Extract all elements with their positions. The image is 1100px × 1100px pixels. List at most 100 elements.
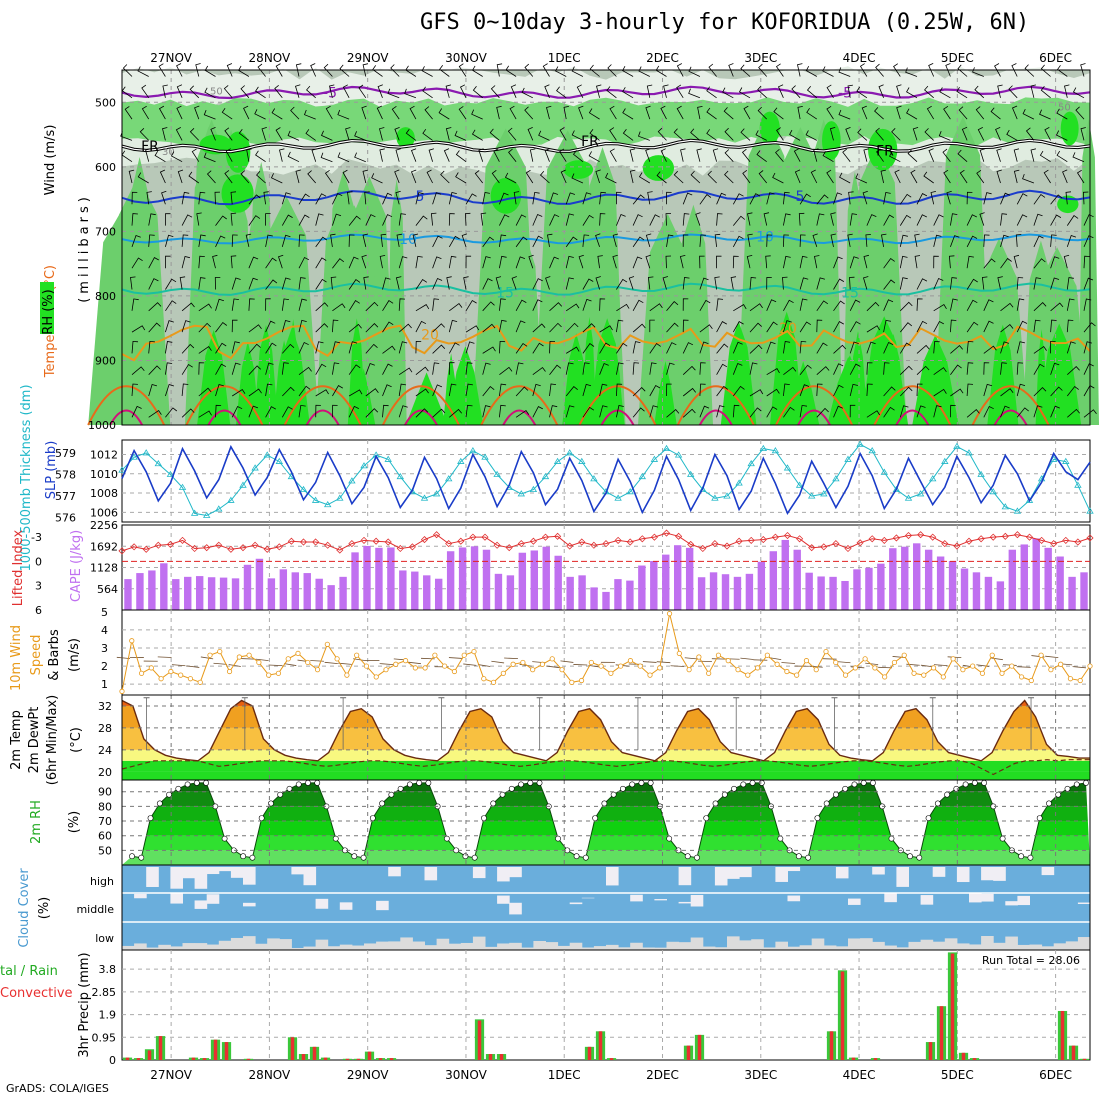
low-cloud-fill bbox=[279, 939, 292, 950]
li-marker bbox=[880, 536, 888, 544]
wind-barb bbox=[933, 388, 947, 397]
wind-barb bbox=[816, 383, 823, 397]
rh2m-marker bbox=[944, 791, 950, 798]
wind-barb bbox=[443, 148, 450, 162]
wind-barb bbox=[231, 388, 246, 397]
rh2m-marker bbox=[351, 853, 358, 860]
wind-barb bbox=[597, 255, 603, 269]
wind-barb bbox=[666, 234, 674, 247]
rh2m-marker bbox=[416, 780, 423, 786]
convective-precip-bar bbox=[224, 1042, 229, 1060]
wind-barb bbox=[799, 321, 812, 333]
low-cloud-fill bbox=[606, 944, 619, 950]
li-marker bbox=[844, 544, 852, 553]
high-cloud-gap bbox=[291, 867, 304, 875]
thickness-marker bbox=[517, 490, 526, 497]
li-marker bbox=[566, 542, 574, 550]
wind-barb bbox=[942, 148, 951, 162]
middle-cloud-gap bbox=[134, 893, 147, 899]
li-marker bbox=[396, 544, 404, 553]
wind-barb bbox=[716, 343, 729, 354]
wind-barb bbox=[549, 322, 562, 333]
wind-barb bbox=[865, 234, 871, 247]
wind-barb bbox=[706, 86, 717, 99]
li-marker bbox=[941, 540, 949, 548]
top-date-label: 6DEC bbox=[1039, 51, 1072, 65]
wind-speed-marker bbox=[696, 654, 702, 660]
wind-speed-marker bbox=[530, 667, 536, 673]
wind-barb bbox=[833, 344, 847, 354]
wind-barb bbox=[571, 173, 584, 184]
wind-barb bbox=[363, 276, 369, 290]
wind-barb bbox=[716, 405, 725, 418]
wind-barb bbox=[794, 169, 801, 184]
wind-barb bbox=[1050, 341, 1056, 354]
thickness-marker bbox=[807, 492, 816, 499]
cape-bar bbox=[136, 573, 144, 610]
wind-barb bbox=[923, 171, 934, 184]
wind-barb bbox=[181, 383, 189, 397]
isotherm-15 bbox=[121, 282, 1091, 296]
wind-barb bbox=[994, 63, 1001, 77]
wind-barb bbox=[365, 323, 379, 333]
rh-saturated-plume bbox=[285, 319, 301, 425]
wind-barb bbox=[1033, 302, 1047, 312]
wind-barb bbox=[148, 257, 159, 269]
wind-barb bbox=[261, 127, 267, 141]
wind-barb bbox=[833, 363, 844, 375]
cape-bar bbox=[339, 576, 347, 610]
wind-barb bbox=[454, 130, 467, 141]
wind-barb bbox=[866, 325, 881, 333]
wind-barb bbox=[482, 323, 496, 333]
wind-barb bbox=[957, 64, 968, 77]
rh-saturated-plume bbox=[866, 365, 905, 425]
wind-barb bbox=[181, 302, 195, 312]
wind-barb bbox=[966, 362, 974, 375]
wind-barb bbox=[900, 386, 913, 397]
wind-barb bbox=[210, 127, 216, 141]
wind-speed-marker bbox=[647, 672, 653, 678]
wind-barb bbox=[714, 276, 720, 290]
thickness-marker bbox=[650, 455, 659, 462]
low-cloud-fill bbox=[775, 941, 788, 950]
wind-barb bbox=[950, 388, 964, 397]
surface-wind-barb bbox=[933, 664, 948, 667]
surface-wind-barb bbox=[697, 660, 712, 663]
wind-barb bbox=[471, 129, 483, 141]
wind-barb bbox=[230, 255, 237, 269]
wind-speed-marker bbox=[510, 661, 516, 667]
high-cloud-gap bbox=[775, 867, 788, 882]
wind-barb bbox=[265, 279, 278, 290]
wind-barb bbox=[298, 193, 310, 205]
thickness-marker bbox=[348, 477, 356, 484]
convective-precip-bar bbox=[686, 1045, 691, 1060]
wind-speed-marker bbox=[314, 667, 321, 673]
wind-barb bbox=[622, 87, 634, 99]
cape-bar bbox=[638, 565, 646, 610]
low-cloud-fill bbox=[714, 947, 728, 950]
li-marker bbox=[336, 546, 344, 554]
wind-barb bbox=[255, 86, 266, 99]
li-marker bbox=[372, 537, 380, 545]
wind-speed-marker bbox=[657, 665, 663, 671]
wind-barb bbox=[916, 405, 926, 418]
middle-cloud-gap bbox=[1005, 901, 1018, 906]
isotherm-25-arc bbox=[971, 385, 1050, 426]
wind-barb bbox=[983, 258, 996, 269]
cape-bar bbox=[841, 580, 849, 610]
wind-barb bbox=[1067, 366, 1080, 375]
surface-wind-barb bbox=[809, 665, 823, 668]
wind-barb bbox=[421, 66, 433, 77]
wind-barb bbox=[415, 255, 423, 269]
chart-title: GFS 0~10day 3-hourly for KOFORIDUA (0.25… bbox=[420, 10, 1030, 35]
thickness-marker bbox=[227, 496, 235, 503]
rh2m-marker bbox=[129, 853, 135, 860]
wind-barb bbox=[398, 213, 406, 226]
wind-barb bbox=[332, 362, 340, 375]
wind-barb bbox=[555, 66, 567, 77]
wind-barb bbox=[432, 256, 442, 269]
wind-barb bbox=[933, 214, 944, 226]
li-tick-label: -3 bbox=[31, 531, 42, 544]
wind-barb bbox=[1016, 341, 1025, 354]
wind-barb bbox=[465, 325, 480, 333]
